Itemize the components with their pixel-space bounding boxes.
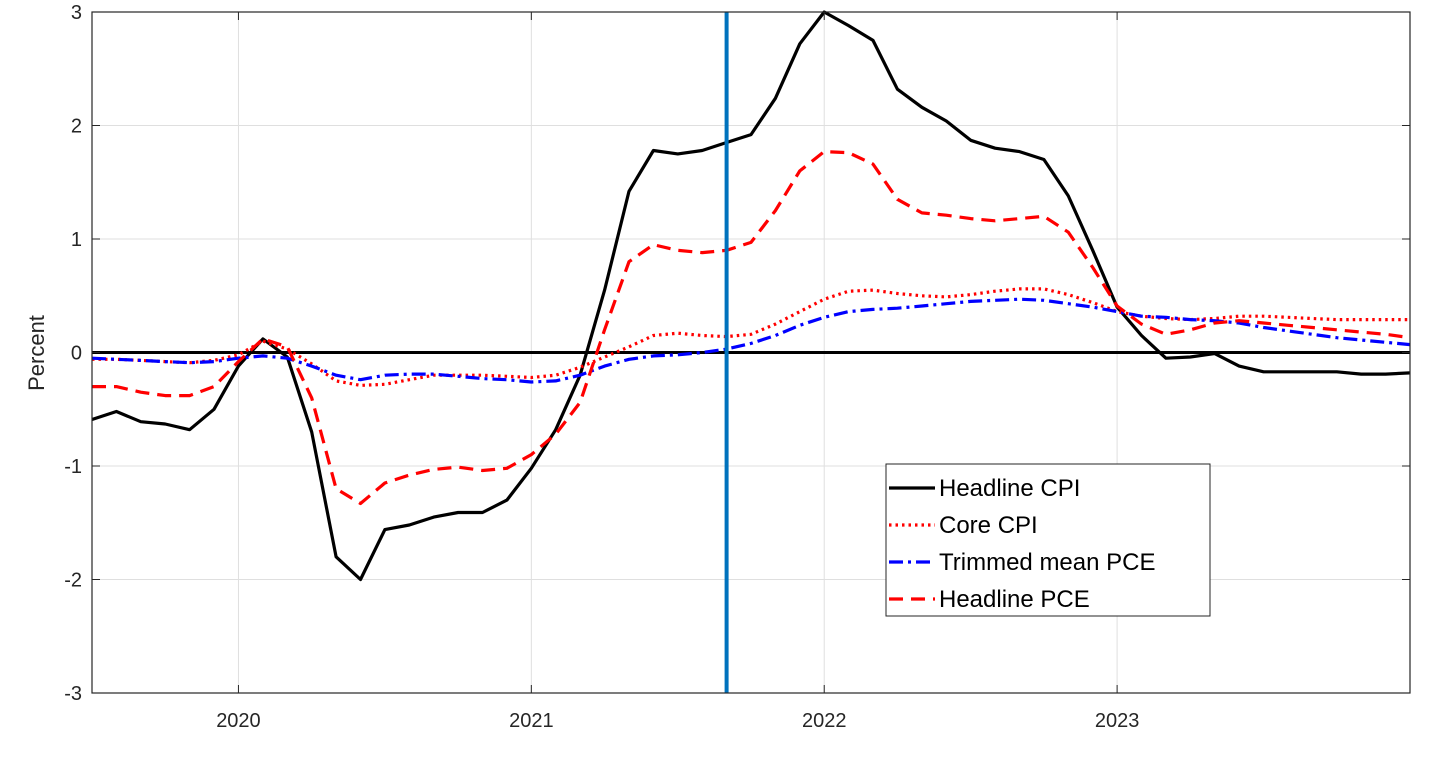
legend-label: Headline PCE <box>939 586 1090 613</box>
x-tick-label: 2020 <box>216 710 261 732</box>
series-line-core-cpi <box>92 287 1410 387</box>
y-tick-label: -2 <box>64 570 82 592</box>
y-tick-label: 0 <box>71 343 82 365</box>
series-line-trimmed-mean-pce <box>91 297 1411 384</box>
legend-box <box>885 463 1211 617</box>
x-axis-ticks: 2020 2021 2022 2023 <box>216 12 1139 732</box>
x-tick-label: 2021 <box>509 710 554 732</box>
y-tick-label: 3 <box>71 2 82 24</box>
legend-label: Headline CPI <box>939 475 1080 502</box>
series-line-headline-pce <box>92 150 1411 506</box>
y-tick-label: -1 <box>64 456 82 478</box>
legend-label: Trimmed mean PCE <box>939 549 1156 576</box>
series-line-headline-cpi <box>91 10 1411 582</box>
y-axis-label: Percent <box>24 315 49 391</box>
x-tick-label: 2023 <box>1095 710 1140 732</box>
y-axis-ticks: -3 -2 -1 0 1 2 3 <box>64 2 1410 705</box>
x-tick-label: 2022 <box>802 710 847 732</box>
y-tick-label: 2 <box>71 116 82 138</box>
y-tick-label: -3 <box>64 683 82 705</box>
series-lines <box>91 10 1411 582</box>
y-tick-label: 1 <box>71 229 82 251</box>
legend-label: Core CPI <box>939 512 1038 539</box>
legend: Headline CPI Core CPI Trimmed mean PCE Head… <box>885 463 1211 617</box>
